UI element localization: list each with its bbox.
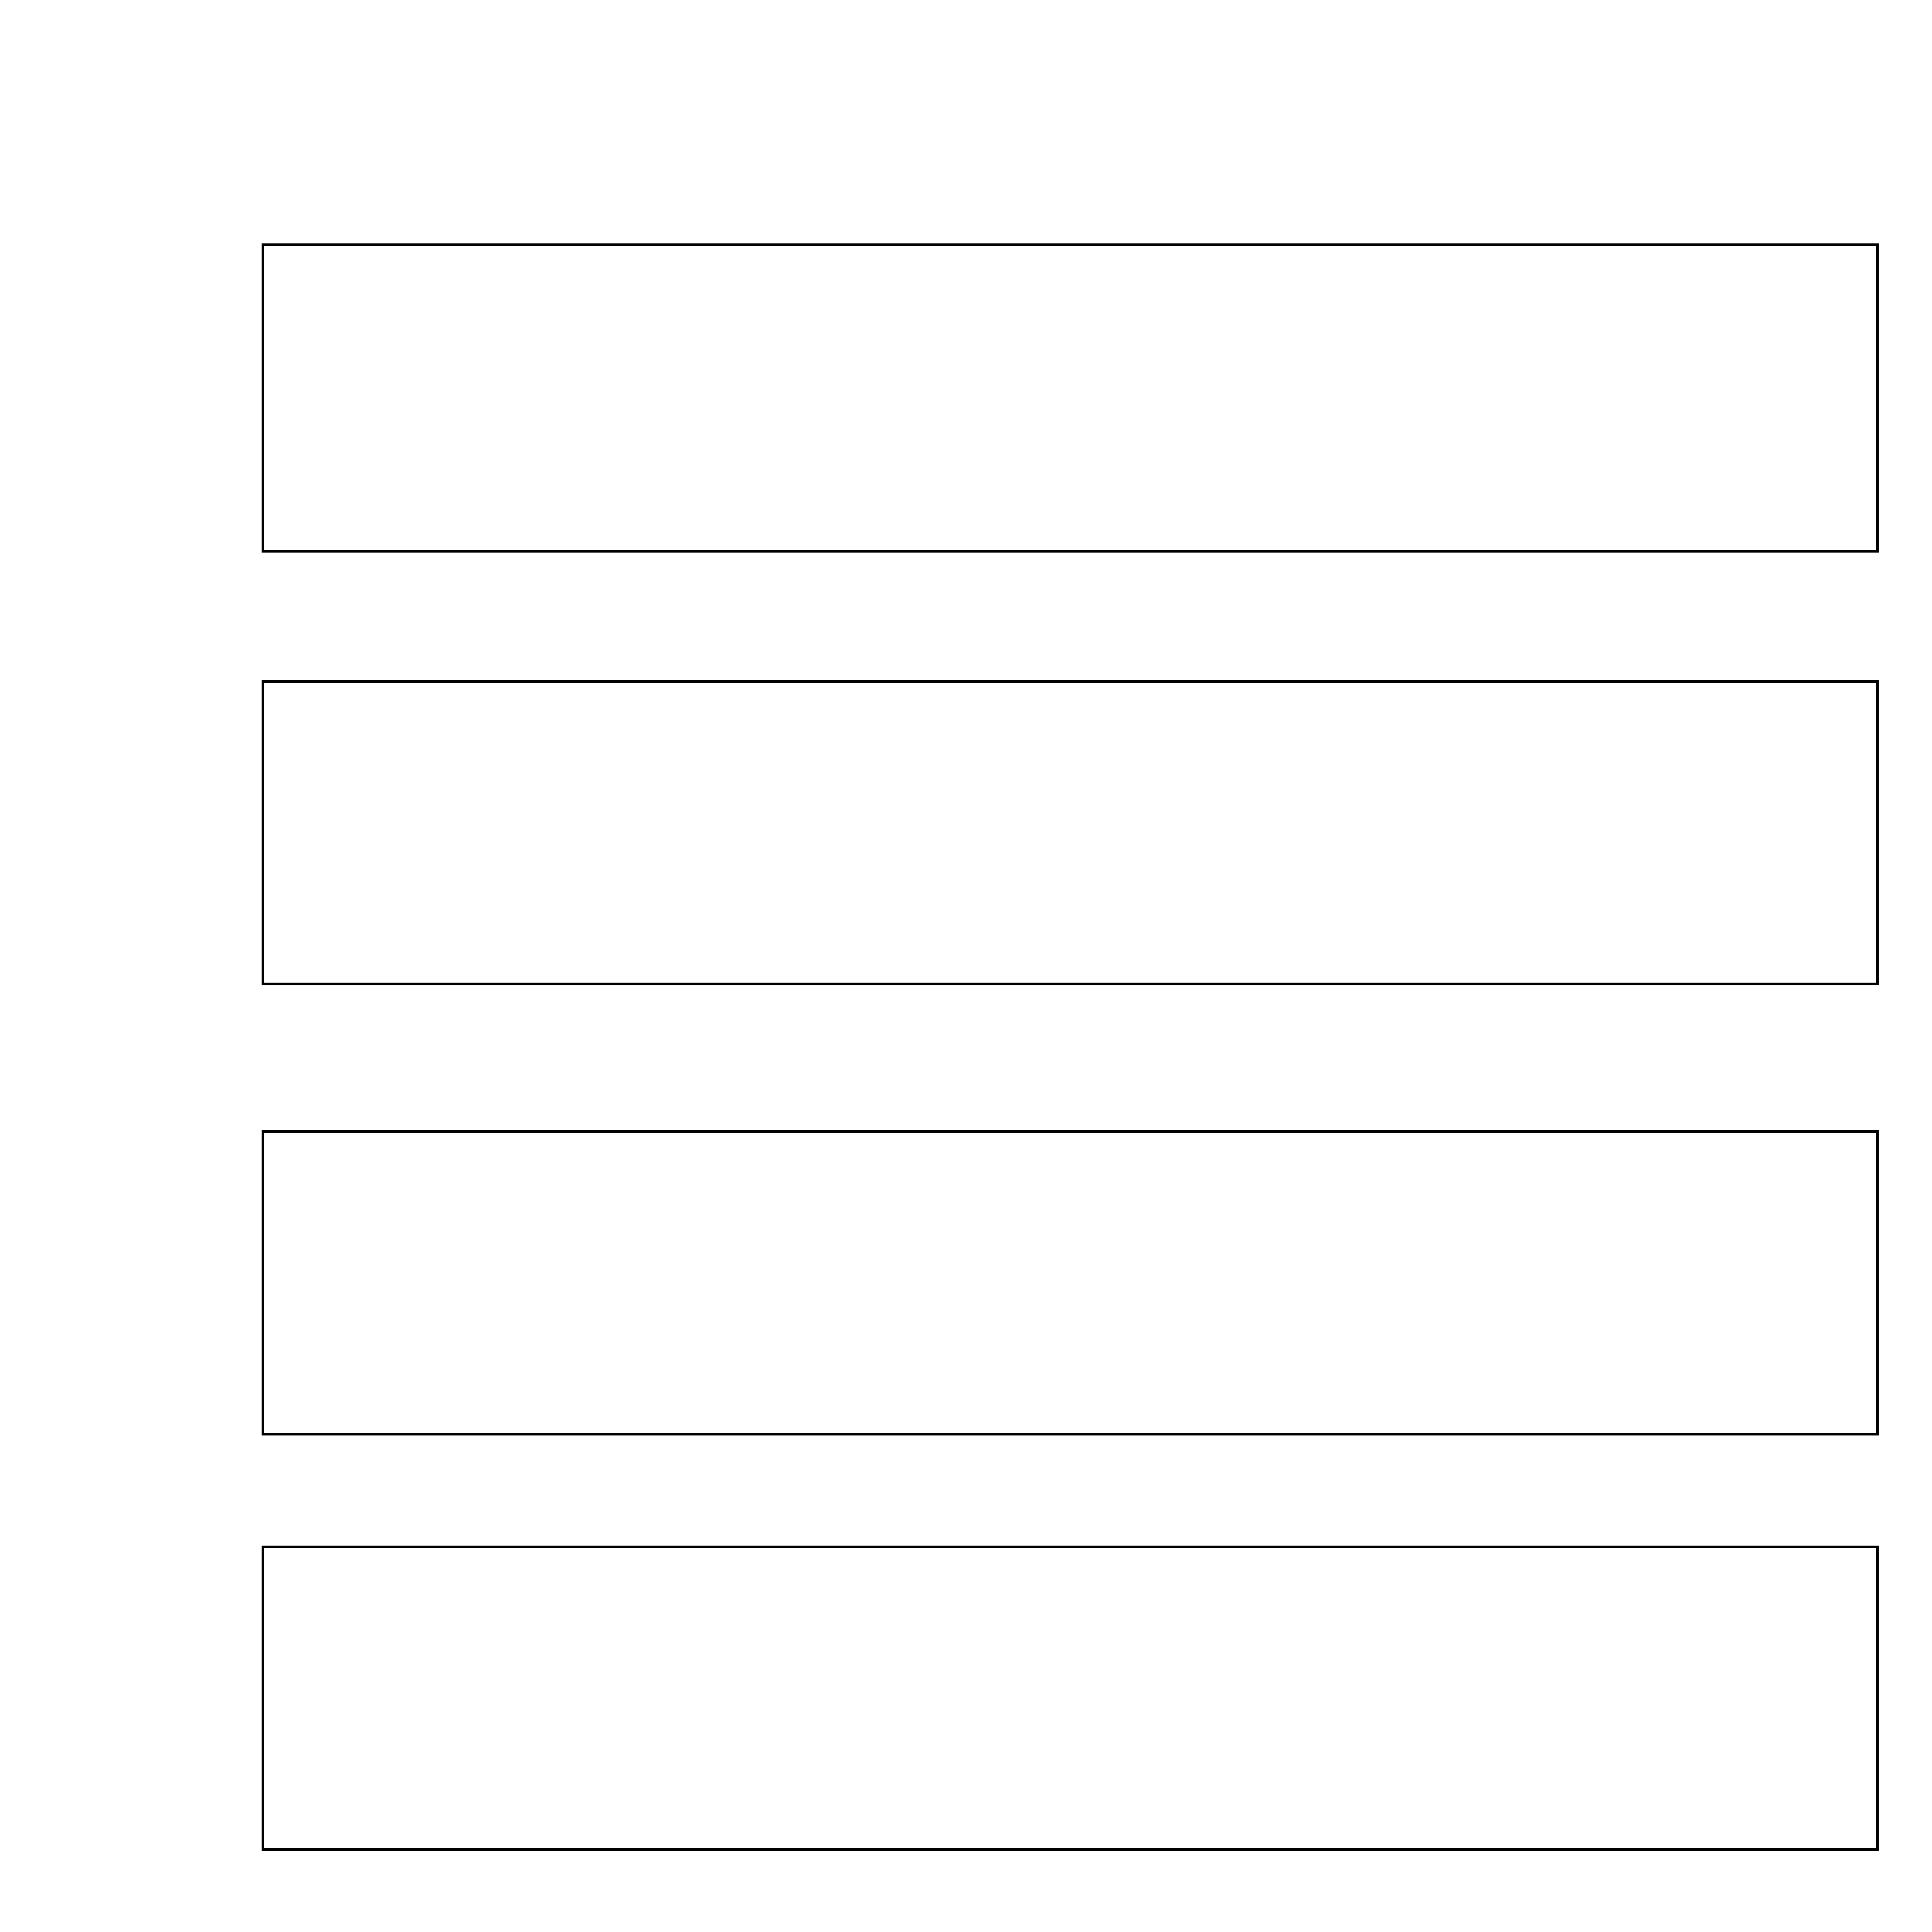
axes-frame-light-curve xyxy=(262,243,1879,553)
plot-area-periodogram xyxy=(262,680,1879,985)
panel-residuals xyxy=(262,1546,1879,1851)
plot-area-residuals xyxy=(262,1546,1879,1851)
plot-area-phase-folded xyxy=(262,1130,1879,1435)
axes-frame-phase-folded xyxy=(262,1130,1879,1435)
panel-periodogram xyxy=(262,680,1879,985)
plot-area-light-curve xyxy=(262,243,1879,553)
axes-frame-residuals xyxy=(262,1546,1879,1851)
panel-light-curve xyxy=(262,243,1879,553)
axes-frame-periodogram xyxy=(262,680,1879,985)
panel-phase-folded xyxy=(262,1130,1879,1435)
